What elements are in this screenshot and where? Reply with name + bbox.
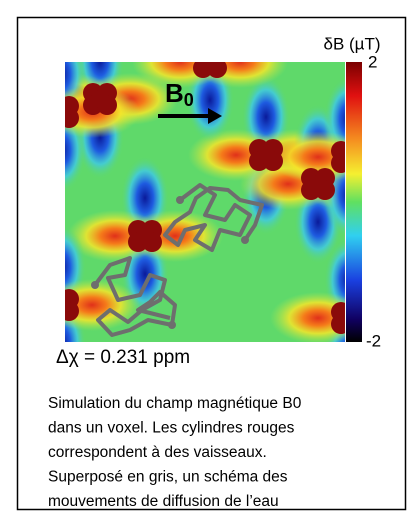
vessel — [201, 53, 219, 71]
field-label-main: B — [165, 78, 184, 108]
vessel — [91, 90, 109, 108]
vessel — [257, 146, 275, 164]
caption-line: mouvements de diffusion de l’eau — [48, 493, 279, 510]
colorbar — [346, 62, 362, 342]
caption: Simulation du champ magnétique B0 dans un… — [48, 395, 302, 510]
colorbar-max: 2 — [368, 52, 377, 71]
caption-line: dans un voxel. Les cylindres rouges — [48, 420, 295, 437]
colorbar-min: -2 — [366, 331, 381, 350]
colorbar-label: δB (µT) — [323, 34, 380, 53]
vessel — [53, 103, 71, 121]
figure: B0 δB (µT) 2 -2 Δχ = 0.231 ppm Simulatio… — [0, 0, 420, 525]
vessel — [45, 96, 65, 116]
caption-line: correspondent à des vaisseaux. — [48, 444, 267, 461]
vessel — [45, 108, 65, 128]
caption-line: Superposé en gris, un schéma des — [48, 469, 288, 486]
vessel — [136, 227, 154, 245]
vessel — [45, 289, 65, 309]
susceptibility: Δχ = 0.231 ppm — [56, 347, 190, 368]
vessel — [53, 296, 71, 314]
vessel — [309, 175, 327, 193]
caption-line: Simulation du champ magnétique B0 — [48, 395, 302, 412]
blue-lobe — [186, 0, 234, 66]
field-label-sub: 0 — [184, 90, 194, 110]
vessel — [45, 301, 65, 321]
